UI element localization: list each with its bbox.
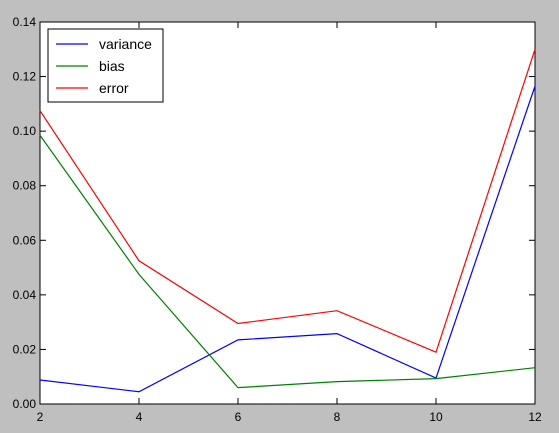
y-tick-label: 0.14 — [13, 15, 37, 29]
x-tick-label: 10 — [429, 410, 443, 424]
legend: variance bias error — [47, 28, 164, 103]
x-tick-label: 8 — [334, 410, 341, 424]
y-tick-label: 0.12 — [13, 70, 37, 84]
x-tick-label: 6 — [235, 410, 242, 424]
legend-label-variance: variance — [99, 36, 152, 52]
x-tick-label: 12 — [528, 410, 542, 424]
y-tick-label: 0.02 — [13, 342, 37, 356]
axes: 2 4 6 8 10 12 0.00 0.02 0.04 0.06 0.08 0.10 0.12 0.14 — [13, 15, 542, 424]
series-lines — [39, 49, 536, 393]
y-tick-label: 0.00 — [13, 397, 37, 411]
series-line-bias — [39, 134, 536, 389]
y-tick-label: 0.10 — [13, 124, 37, 138]
y-tick-label: 0.04 — [13, 288, 37, 302]
y-tick-label: 0.06 — [13, 233, 37, 247]
legend-label-bias: bias — [99, 58, 125, 74]
legend-label-error: error — [99, 80, 129, 96]
y-tick-label: 0.08 — [13, 179, 37, 193]
series-line-error — [39, 49, 536, 353]
x-tick-label: 2 — [37, 410, 44, 424]
x-tick-label: 4 — [136, 410, 143, 424]
series-line-variance — [39, 85, 536, 393]
